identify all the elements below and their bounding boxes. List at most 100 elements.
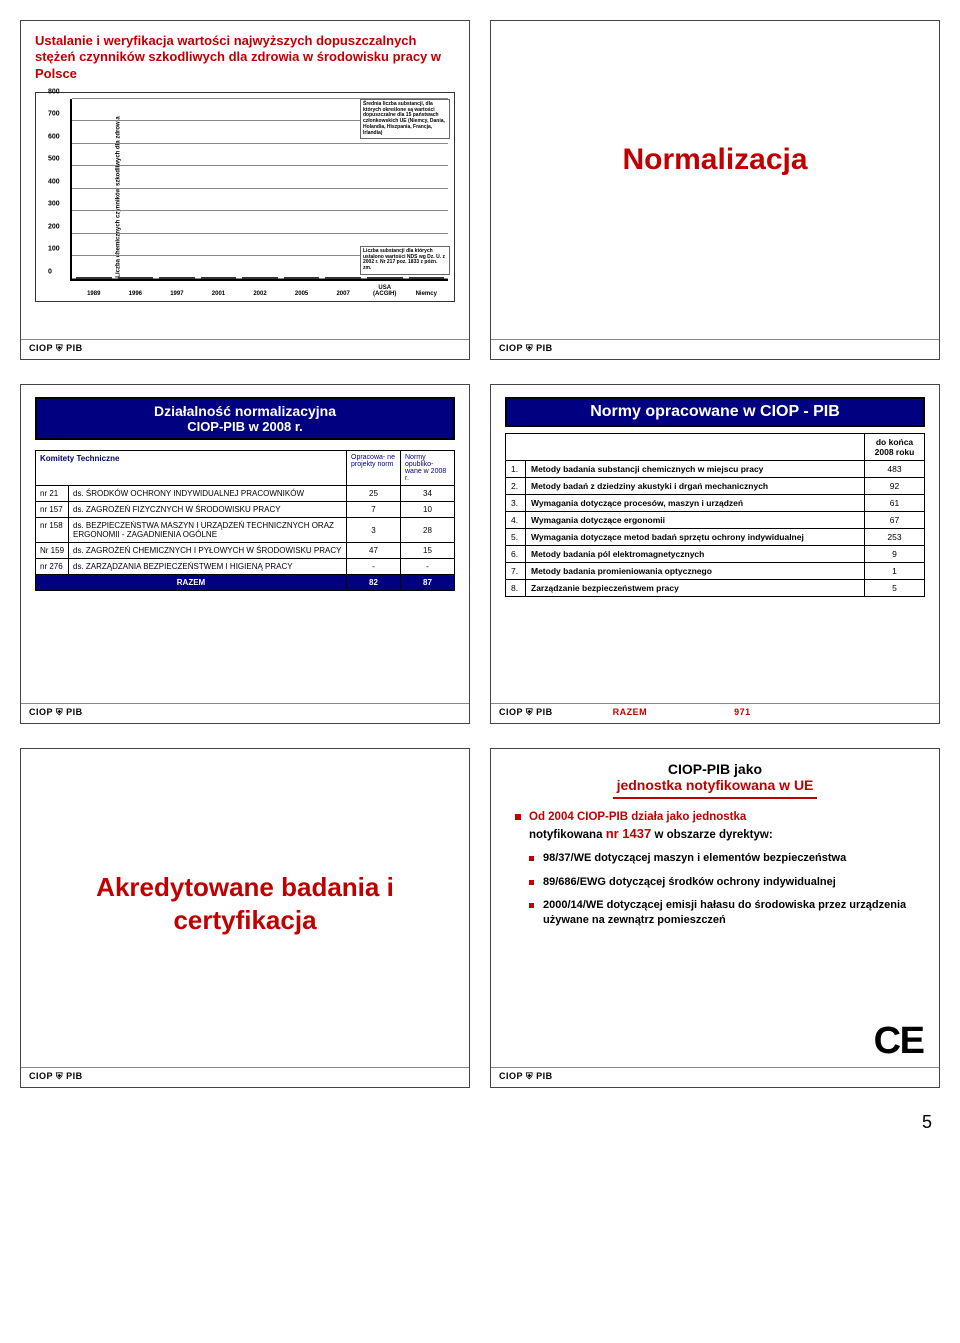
chart-bar bbox=[242, 277, 278, 279]
kt-head-kt: Komitety Techniczne bbox=[36, 451, 347, 486]
slide3-band-top: Działalność normalizacyjna bbox=[45, 403, 445, 419]
kt-row: nr 157ds. ZAGROŻEŃ FIZYCZNYCH W ŚRODOWIS… bbox=[36, 502, 455, 518]
chart-bar bbox=[284, 277, 320, 279]
chart-bar-col: USA (ACGIH) bbox=[367, 277, 403, 279]
slide1-chart: Liczba chemicznych czynników szkodliwych… bbox=[35, 92, 455, 302]
chart-ytick: 600 bbox=[48, 133, 60, 140]
nt-idx: 5. bbox=[506, 529, 526, 546]
nt-val: 61 bbox=[865, 495, 925, 512]
nt-razem-label: RAZEM bbox=[613, 707, 648, 717]
slide6-lead-b: notyfikowana bbox=[529, 829, 606, 841]
nt-val: 1 bbox=[865, 563, 925, 580]
kt-razem-c1: 82 bbox=[347, 575, 401, 591]
nt-desc: Wymagania dotyczące procesów, maszyn i u… bbox=[526, 495, 865, 512]
slide-footer: CIOP ⛨ PIB bbox=[21, 1067, 469, 1087]
nt-desc: Metody badania promieniowania optycznego bbox=[526, 563, 865, 580]
kt-c2: 15 bbox=[401, 543, 455, 559]
chart-bar-col: 2005 bbox=[284, 277, 320, 279]
chart-xlabel: Niemcy bbox=[409, 291, 445, 297]
nt-desc: Wymagania dotyczące ergonomii bbox=[526, 512, 865, 529]
chart-xlabel: 1997 bbox=[159, 291, 195, 297]
nt-idx: 2. bbox=[506, 478, 526, 495]
slide-5: Akredytowane badania i certyfikacja CIOP… bbox=[20, 748, 470, 1088]
kt-c2: 10 bbox=[401, 502, 455, 518]
kt-desc: ds. BEZPIECZEŃSTWA MASZYN I URZĄDZEŃ TEC… bbox=[69, 518, 347, 543]
chart-ytick: 500 bbox=[48, 156, 60, 163]
chart-ytick: 200 bbox=[48, 223, 60, 230]
nt-row: 7.Metody badania promieniowania optyczne… bbox=[506, 563, 925, 580]
chart-bar-col: 1996 bbox=[118, 277, 154, 279]
slide-footer: CIOP ⛨ PIB bbox=[21, 339, 469, 359]
nt-row: 1.Metody badania substancji chemicznych … bbox=[506, 461, 925, 478]
slide-4: Normy opracowane w CIOP - PIB do końca 2… bbox=[490, 384, 940, 724]
slide-1: Ustalanie i weryfikacja wartości najwyżs… bbox=[20, 20, 470, 360]
nt-row: 2.Metody badań z dziedziny akustyki i dr… bbox=[506, 478, 925, 495]
kt-c1: 7 bbox=[347, 502, 401, 518]
kt-id: nr 157 bbox=[36, 502, 69, 518]
slide4-title: Normy opracowane w CIOP - PIB bbox=[505, 397, 925, 427]
chart-ytick: 800 bbox=[48, 88, 60, 95]
nt-desc: Metody badania substancji chemicznych w … bbox=[526, 461, 865, 478]
chart-xlabel: 2001 bbox=[201, 291, 237, 297]
slide5-title: Akredytowane badania i certyfikacja bbox=[35, 871, 455, 936]
nt-idx: 4. bbox=[506, 512, 526, 529]
chart-xlabel: 2007 bbox=[325, 291, 361, 297]
chart-bar-col: 2007 bbox=[325, 277, 361, 279]
normy-table: do końca 2008 roku 1.Metody badania subs… bbox=[505, 433, 925, 597]
ce-mark-icon: C E bbox=[874, 1020, 919, 1063]
nt-row: 6.Metody badania pól elektromagnetycznyc… bbox=[506, 546, 925, 563]
nt-val: 483 bbox=[865, 461, 925, 478]
chart-ytick: 100 bbox=[48, 246, 60, 253]
slide-2: Normalizacja CIOP ⛨ PIB bbox=[490, 20, 940, 360]
slide4-title-text: Normy opracowane w CIOP - PIB bbox=[590, 403, 840, 420]
chart-bar-col: 2002 bbox=[242, 277, 278, 279]
nt-desc: Wymagania dotyczące metod badań sprzętu … bbox=[526, 529, 865, 546]
slide6-item: 2000/14/WE dotyczącej emisji hałasu do ś… bbox=[529, 898, 925, 929]
chart-bar-col: Niemcy bbox=[409, 277, 445, 279]
chart-ytick: 300 bbox=[48, 201, 60, 208]
slide-footer: CIOP ⛨ PIB RAZEM 971 bbox=[491, 703, 939, 723]
chart-xlabel: 1989 bbox=[76, 291, 112, 297]
slide6-item: 98/37/WE dotyczącej maszyn i elementów b… bbox=[529, 851, 925, 866]
nt-val: 5 bbox=[865, 580, 925, 597]
slide6-lead-a: Od 2004 CIOP-PIB działa jako jednostka bbox=[529, 811, 746, 823]
chart-bar-col: 1989 bbox=[76, 277, 112, 279]
kt-desc: ds. ŚRODKÓW OCHRONY INDYWIDUALNEJ PRACOW… bbox=[69, 486, 347, 502]
kt-c1: - bbox=[347, 559, 401, 575]
nt-val: 67 bbox=[865, 512, 925, 529]
nt-idx: 1. bbox=[506, 461, 526, 478]
chart-annot-top: Średnia liczba substancji, dla których o… bbox=[360, 99, 450, 140]
slide6-lead: Od 2004 CIOP-PIB działa jako jednostka n… bbox=[515, 809, 925, 843]
kt-razem-c2: 87 bbox=[401, 575, 455, 591]
slide3-band-sub: CIOP-PIB w 2008 r. bbox=[45, 419, 445, 434]
chart-ytick: 700 bbox=[48, 111, 60, 118]
slide-footer: CIOP ⛨ PIB bbox=[491, 1067, 939, 1087]
chart-ytick: 400 bbox=[48, 178, 60, 185]
chart-bar bbox=[325, 277, 361, 279]
nt-val: 92 bbox=[865, 478, 925, 495]
kt-razem-label: RAZEM bbox=[36, 575, 347, 591]
nt-idx: 6. bbox=[506, 546, 526, 563]
chart-xlabel: 2005 bbox=[284, 291, 320, 297]
nt-row: 8.Zarządzanie bezpieczeństwem pracy5 bbox=[506, 580, 925, 597]
slide6-item: 89/686/EWG dotyczącej środków ochrony in… bbox=[529, 875, 925, 890]
kt-row: Nr 159ds. ZAGROŻEŃ CHEMICZNYCH I PYŁOWYC… bbox=[36, 543, 455, 559]
slide1-title: Ustalanie i weryfikacja wartości najwyżs… bbox=[35, 33, 455, 82]
slide-6: CIOP-PIB jako jednostka notyfikowana w U… bbox=[490, 748, 940, 1088]
nt-row: 3.Wymagania dotyczące procesów, maszyn i… bbox=[506, 495, 925, 512]
nt-desc: Zarządzanie bezpieczeństwem pracy bbox=[526, 580, 865, 597]
nt-desc: Metody badań z dziedziny akustyki i drga… bbox=[526, 478, 865, 495]
komitety-table: Komitety Techniczne Opracowa- ne projekt… bbox=[35, 450, 455, 591]
kt-desc: ds. ZAGROŻEŃ CHEMICZNYCH I PYŁOWYCH W ŚR… bbox=[69, 543, 347, 559]
kt-head-c2: Normy opubliko- wane w 2008 r. bbox=[401, 451, 455, 486]
slide-3: Działalność normalizacyjna CIOP-PIB w 20… bbox=[20, 384, 470, 724]
nt-desc: Metody badania pól elektromagnetycznych bbox=[526, 546, 865, 563]
slide-footer: CIOP ⛨ PIB bbox=[491, 339, 939, 359]
footer-logo-text: CIOP ⛨ PIB bbox=[499, 707, 553, 717]
chart-bar bbox=[367, 277, 403, 279]
kt-id: Nr 159 bbox=[36, 543, 69, 559]
slide6-body: Od 2004 CIOP-PIB działa jako jednostka n… bbox=[505, 809, 925, 929]
kt-c2: 28 bbox=[401, 518, 455, 543]
slide6-title-l2: jednostka notyfikowana w UE bbox=[617, 777, 814, 793]
chart-annot-bottom: Liczba substancji dla których ustalono w… bbox=[360, 246, 450, 275]
